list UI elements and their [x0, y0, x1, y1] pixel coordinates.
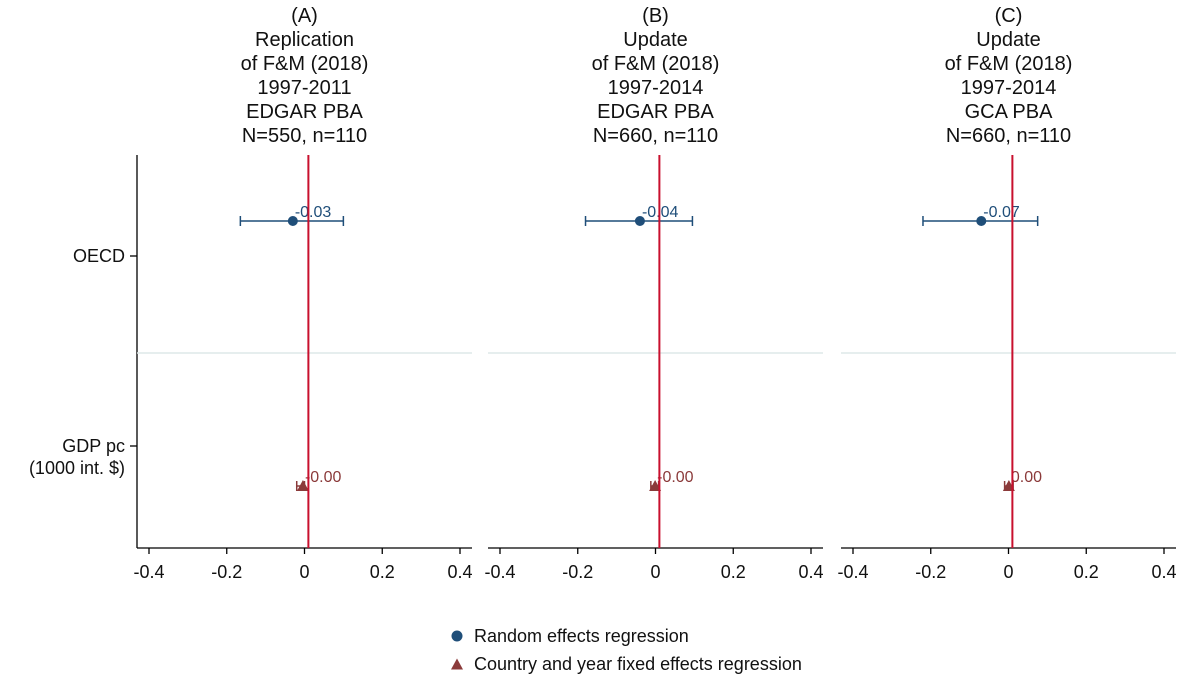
x-tick-label: 0.4 — [1151, 562, 1176, 582]
x-tick-label: -0.2 — [915, 562, 946, 582]
x-tick-label: -0.2 — [211, 562, 242, 582]
x-tick-label: 0 — [1003, 562, 1013, 582]
triangle-marker-icon — [446, 653, 468, 675]
estimate-point — [296, 480, 309, 491]
panel-title-line: of F&M (2018) — [592, 53, 720, 75]
panel-title-line: of F&M (2018) — [241, 53, 369, 75]
panel-title-line: 1997-2014 — [608, 77, 704, 99]
panel-title-line: of F&M (2018) — [945, 53, 1073, 75]
panel-title-line: Replication — [255, 29, 354, 51]
panel-title-line: N=660, n=110 — [593, 125, 718, 147]
x-tick-label: -0.4 — [837, 562, 868, 582]
circle-marker-icon — [446, 625, 468, 647]
panel-title-line: 1997-2011 — [257, 77, 351, 99]
y-tick-label: (1000 int. $) — [29, 458, 125, 478]
panel-title-line: EDGAR PBA — [246, 101, 363, 123]
panel-title-line: EDGAR PBA — [597, 101, 714, 123]
x-tick-label: -0.2 — [562, 562, 593, 582]
panel-title-line: (A) — [291, 5, 318, 27]
panel-title-line: (C) — [995, 5, 1023, 27]
legend-item-fixed-effects: Country and year fixed effects regressio… — [446, 650, 802, 678]
legend-label-fixed-effects: Country and year fixed effects regressio… — [474, 653, 802, 674]
x-tick-label: -0.4 — [133, 562, 164, 582]
estimate-point — [649, 480, 662, 491]
panel-title-line: Update — [976, 29, 1041, 51]
x-tick-label: 0.2 — [1074, 562, 1099, 582]
x-tick-label: 0 — [650, 562, 660, 582]
y-tick-label: GDP pc — [62, 436, 125, 456]
panel-title-line: 1997-2014 — [961, 77, 1057, 99]
panel-title-line: N=660, n=110 — [946, 125, 1071, 147]
x-tick-label: 0.2 — [721, 562, 746, 582]
x-tick-label: 0.4 — [447, 562, 472, 582]
x-tick-label: 0.2 — [370, 562, 395, 582]
x-tick-label: 0 — [299, 562, 309, 582]
panel-title-line: (B) — [642, 5, 669, 27]
data-label: 0.00 — [1011, 469, 1042, 486]
panel-title-line: GCA PBA — [965, 101, 1053, 123]
legend-item-random-effects: Random effects regression — [446, 622, 802, 650]
data-label: -0.00 — [657, 469, 694, 486]
legend-label-random-effects: Random effects regression — [474, 625, 689, 646]
panel-title-line: N=550, n=110 — [242, 125, 367, 147]
estimate-point — [287, 216, 298, 226]
panel-title-line: Update — [623, 29, 688, 51]
data-label: -0.07 — [983, 204, 1020, 221]
estimate-point — [634, 216, 645, 226]
x-tick-label: 0.4 — [798, 562, 823, 582]
estimate-point — [976, 216, 987, 226]
legend: Random effects regression Country and ye… — [446, 622, 802, 678]
y-tick-label: OECD — [73, 246, 125, 266]
data-label: -0.00 — [305, 469, 342, 486]
x-tick-label: -0.4 — [484, 562, 515, 582]
data-label: -0.03 — [295, 204, 332, 221]
